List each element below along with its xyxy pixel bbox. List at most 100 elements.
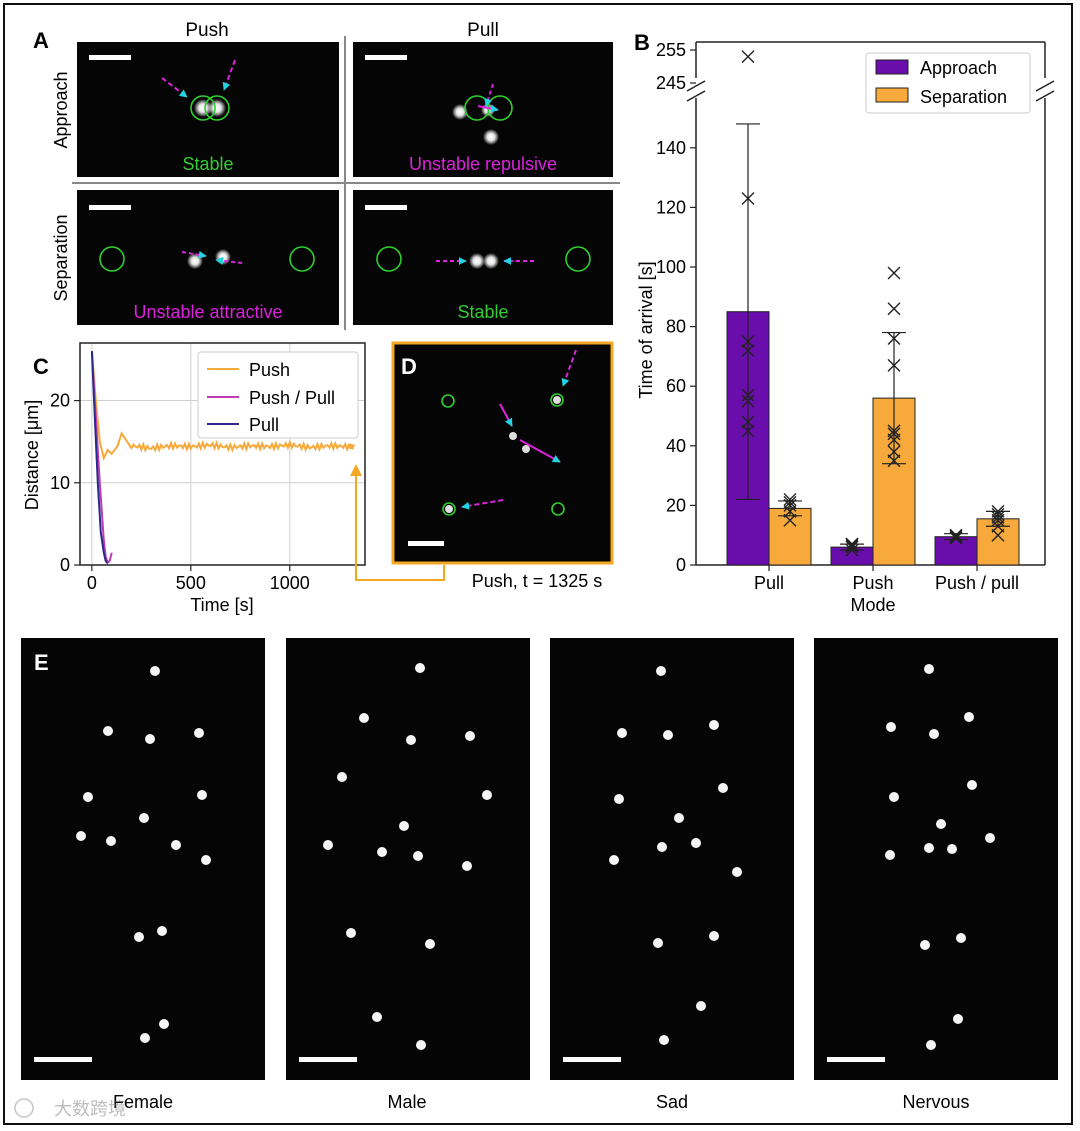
panel-c: C 0 500 1000 0 10 20 Distance [μm] Time [s] P… — [22, 342, 445, 615]
particle — [103, 726, 113, 736]
scale-bar — [89, 205, 131, 210]
target-circle — [550, 393, 564, 407]
particle — [964, 712, 974, 722]
target-circle — [190, 95, 216, 121]
y-tick-label: 20 — [666, 495, 686, 515]
scale-bar — [365, 55, 407, 60]
particle — [889, 792, 899, 802]
data-point — [845, 543, 859, 557]
scale-bar — [563, 1057, 621, 1062]
particle — [483, 253, 499, 269]
y-tick-label: 255 — [656, 40, 686, 60]
particle — [656, 666, 666, 676]
target-circle — [442, 502, 456, 516]
subpanel-push-separation: Unstable attractive — [77, 190, 339, 325]
force-arrow — [161, 77, 188, 98]
particle — [76, 831, 86, 841]
particle — [145, 734, 155, 744]
scale-bar — [299, 1057, 357, 1062]
x-tick-label: Push — [852, 573, 893, 593]
particle — [462, 861, 472, 871]
x-tick-label: Push / pull — [935, 573, 1019, 593]
x-tick-label: Pull — [754, 573, 784, 593]
y-tick-label: 120 — [656, 197, 686, 217]
force-arrow — [222, 59, 236, 91]
y-tick-label: 0 — [676, 555, 686, 575]
col-header-pull: Pull — [467, 20, 499, 41]
caption-unstable-repulsive: Unstable repulsive — [409, 154, 557, 174]
panel-letter-d: D — [401, 354, 417, 379]
data-point — [845, 540, 859, 554]
scale-bar — [408, 541, 444, 546]
particle — [483, 129, 499, 145]
particle — [482, 790, 492, 800]
force-arrow — [499, 403, 513, 427]
legend-swatch-separation — [875, 87, 909, 103]
particle — [663, 730, 673, 740]
chart-b-xlabel: Mode — [850, 595, 895, 615]
watermark-text: 大数跨境 — [54, 1099, 126, 1119]
scale-bar — [89, 55, 131, 60]
y-tick-label: 80 — [666, 317, 686, 337]
force-arrow — [484, 83, 494, 107]
legend-label-separation: Separation — [920, 87, 1007, 107]
data-point — [949, 528, 963, 542]
data-point — [741, 394, 755, 408]
particle — [159, 1019, 169, 1029]
particle — [522, 445, 530, 453]
y-tick-label: 10 — [50, 473, 70, 493]
subpanel-pull-approach: Unstable repulsive — [353, 42, 613, 177]
target-circle — [376, 246, 402, 272]
particle — [953, 1014, 963, 1024]
particle — [709, 931, 719, 941]
particle — [452, 104, 468, 120]
data-point — [845, 537, 859, 551]
particle — [886, 722, 896, 732]
particle — [924, 843, 934, 853]
particle — [140, 1033, 150, 1043]
particle — [617, 728, 627, 738]
force-arrow — [519, 439, 561, 463]
panel-d: D Push, t = 1325 s — [391, 341, 614, 591]
data-point — [991, 510, 1005, 524]
particle — [83, 792, 93, 802]
panel-letter-b: B — [634, 30, 650, 55]
particle — [614, 794, 624, 804]
target-circle — [99, 246, 125, 272]
particle — [208, 99, 226, 117]
scale-bar — [34, 1057, 92, 1062]
legend-label-approach: Approach — [920, 58, 997, 78]
subpanel-pull-separation: Stable — [353, 190, 613, 325]
particle — [653, 938, 663, 948]
particle — [956, 933, 966, 943]
y-tick-label: 100 — [656, 257, 686, 277]
data-point — [887, 266, 901, 280]
y-tick-label: 40 — [666, 436, 686, 456]
y-tick-label: 245 — [656, 73, 686, 93]
particle — [691, 838, 701, 848]
y-tick-label: 0 — [60, 555, 70, 575]
particle — [732, 867, 742, 877]
particle — [659, 1035, 669, 1045]
x-tick-label: 1000 — [270, 573, 310, 593]
data-point — [741, 388, 755, 402]
col-header-push: Push — [185, 20, 228, 41]
panel-a: A Push Pull Approach Separation Stable — [33, 20, 620, 330]
x-tick-label: 500 — [176, 573, 206, 593]
data-point — [887, 332, 901, 346]
panel-e: E Female Male Sad Nervous — [21, 638, 1058, 1112]
row-header-approach: Approach — [51, 71, 71, 148]
particle — [399, 821, 409, 831]
particle — [425, 939, 435, 949]
particle — [924, 664, 934, 674]
data-point — [741, 335, 755, 348]
particle — [323, 840, 333, 850]
particle — [372, 1012, 382, 1022]
row-header-separation: Separation — [51, 214, 71, 301]
microscopy-panel-3 — [550, 638, 794, 1080]
particle — [134, 932, 144, 942]
data-point — [887, 445, 901, 459]
chart-c-legend: Push Push / Pull Pull — [197, 351, 359, 439]
particle — [139, 813, 149, 823]
particle — [416, 1040, 426, 1050]
